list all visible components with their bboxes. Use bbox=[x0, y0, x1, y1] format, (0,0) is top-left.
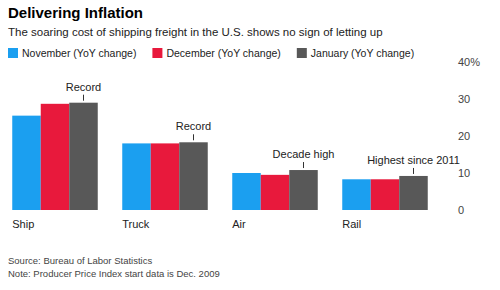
x-tick-label: Truck bbox=[122, 218, 150, 230]
annotation: Record bbox=[66, 81, 101, 93]
bar bbox=[371, 179, 400, 210]
bar bbox=[151, 143, 180, 210]
y-tick-label: 0 bbox=[458, 204, 464, 216]
y-tick-label: 10 bbox=[458, 167, 470, 179]
bar bbox=[289, 170, 318, 210]
chart: Delivering Inflation The soaring cost of … bbox=[0, 0, 500, 290]
x-tick-label: Air bbox=[232, 218, 246, 230]
annotation-line bbox=[193, 134, 194, 140]
bar bbox=[179, 142, 208, 210]
annotation-line bbox=[413, 168, 414, 174]
note: Note: Producer Price Index start data is… bbox=[8, 268, 220, 279]
legend-swatch bbox=[152, 48, 162, 58]
source: Source: Bureau of Labor Statistics bbox=[8, 255, 152, 266]
y-tick-label: 20 bbox=[458, 130, 470, 142]
bar bbox=[261, 175, 290, 210]
bar bbox=[41, 104, 70, 210]
bar bbox=[12, 116, 41, 210]
x-tick-label: Ship bbox=[12, 218, 34, 230]
bar bbox=[342, 179, 371, 210]
tick-mark bbox=[444, 136, 448, 137]
tick-mark bbox=[444, 62, 448, 63]
y-tick-label: 30 bbox=[458, 93, 470, 105]
legend-swatch bbox=[8, 48, 18, 58]
x-tick-label: Rail bbox=[342, 218, 361, 230]
legend-label: December (YoY change) bbox=[166, 47, 280, 59]
tick-mark bbox=[444, 99, 448, 100]
tick-mark bbox=[444, 210, 448, 211]
y-tick-label: 40% bbox=[458, 56, 480, 68]
annotation-line bbox=[303, 162, 304, 168]
legend-swatch bbox=[297, 48, 307, 58]
bars bbox=[12, 103, 428, 210]
annotation: Decade high bbox=[273, 148, 335, 160]
bar bbox=[232, 173, 261, 210]
subtitle: The soaring cost of shipping freight in … bbox=[8, 26, 383, 38]
legend-label: November (YoY change) bbox=[22, 47, 136, 59]
annotation: Highest since 2011 bbox=[367, 154, 460, 166]
bar bbox=[122, 143, 151, 210]
annotation: Record bbox=[176, 120, 211, 132]
bar bbox=[399, 176, 428, 210]
tick-mark bbox=[444, 173, 448, 174]
bar bbox=[69, 103, 98, 210]
title: Delivering Inflation bbox=[8, 4, 143, 21]
annotation-line bbox=[83, 95, 84, 101]
legend-label: January (YoY change) bbox=[311, 47, 414, 59]
